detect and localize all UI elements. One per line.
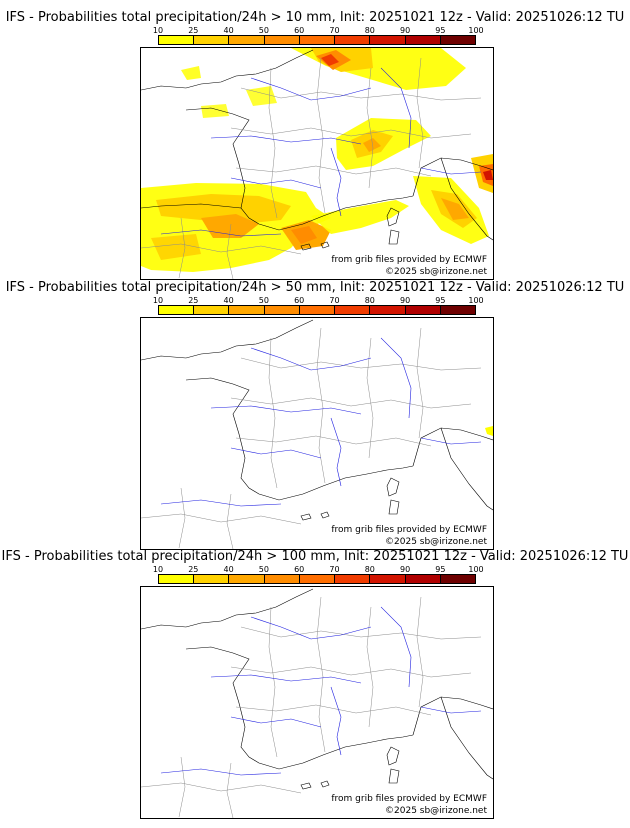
colorbar-tick: 80 xyxy=(364,565,375,574)
source-credit: from grib files provided by ECMWF xyxy=(329,525,489,535)
copyright-credit: ©2025 sb@irizone.net xyxy=(383,537,489,547)
colorbar-tick: 60 xyxy=(294,565,305,574)
panel-title: IFS - Probabilities total precipitation/… xyxy=(5,280,625,295)
probability-map: from grib files provided by ECMWF ©2025 … xyxy=(140,317,494,550)
colorbar-segment xyxy=(405,36,441,44)
colorbar-scale: 10 25 40 50 60 70 80 90 95 100 xyxy=(153,26,484,35)
colorbar-segment xyxy=(159,575,195,583)
colorbar-tick: 70 xyxy=(329,565,340,574)
colorbar-tick: 10 xyxy=(152,26,164,35)
colorbar xyxy=(158,35,476,45)
colorbar-segment xyxy=(370,575,406,583)
colorbar-tick: 70 xyxy=(329,26,340,35)
colorbar-tick: 100 xyxy=(468,565,484,574)
colorbar-segment xyxy=(264,306,300,314)
map-graphic xyxy=(141,48,493,279)
colorbar-segment xyxy=(229,306,265,314)
colorbar-segment xyxy=(370,36,406,44)
colorbar-tick: 40 xyxy=(223,26,234,35)
colorbar-segment xyxy=(159,36,195,44)
colorbar-tick: 70 xyxy=(329,296,340,305)
colorbar-tick: 100 xyxy=(468,26,484,35)
precip-probability-shading xyxy=(485,426,493,436)
map-coastlines xyxy=(141,49,493,251)
colorbar-segment xyxy=(264,575,300,583)
colorbar-segment xyxy=(299,36,336,44)
colorbar-tick: 25 xyxy=(188,565,199,574)
colorbar-tick: 50 xyxy=(258,565,269,574)
colorbar-tick: 40 xyxy=(223,565,234,574)
colorbar-tick: 25 xyxy=(188,296,199,305)
colorbar-segment xyxy=(440,306,475,314)
colorbar-tick: 90 xyxy=(399,296,411,305)
colorbar-tick: 50 xyxy=(258,296,269,305)
map-borders xyxy=(141,327,482,549)
colorbar-tick: 95 xyxy=(435,565,446,574)
colorbar-segment xyxy=(299,575,336,583)
colorbar-tick: 60 xyxy=(294,26,305,35)
precip-probability-shading xyxy=(141,48,493,272)
colorbar-segment xyxy=(335,36,371,44)
colorbar-segment xyxy=(440,575,475,583)
panel-50mm: IFS - Probabilities total precipitation/… xyxy=(0,280,630,550)
panel-title: IFS - Probabilities total precipitation/… xyxy=(5,10,625,25)
panel-title: IFS - Probabilities total precipitation/… xyxy=(1,549,629,564)
colorbar-segment xyxy=(440,36,475,44)
colorbar-segment xyxy=(194,306,230,314)
colorbar-segment xyxy=(229,575,265,583)
colorbar-segment xyxy=(264,36,300,44)
map-rivers xyxy=(160,606,482,776)
colorbar-segment xyxy=(405,306,441,314)
colorbar xyxy=(158,305,476,315)
colorbar-tick: 95 xyxy=(435,26,446,35)
source-credit: from grib files provided by ECMWF xyxy=(329,794,489,804)
colorbar-segment xyxy=(194,36,230,44)
map-borders xyxy=(141,596,482,818)
colorbar-segment xyxy=(229,36,265,44)
source-credit: from grib files provided by ECMWF xyxy=(329,255,489,265)
colorbar-segment xyxy=(370,306,406,314)
colorbar-tick: 90 xyxy=(399,565,411,574)
colorbar-tick: 95 xyxy=(435,296,446,305)
colorbar-tick: 10 xyxy=(152,296,164,305)
colorbar-segment xyxy=(299,306,336,314)
colorbar-scale: 10 25 40 50 60 70 80 90 95 100 xyxy=(153,565,484,574)
colorbar-tick: 100 xyxy=(468,296,484,305)
colorbar-segment xyxy=(194,575,230,583)
copyright-credit: ©2025 sb@irizone.net xyxy=(383,806,489,816)
colorbar-tick: 50 xyxy=(258,26,269,35)
copyright-credit: ©2025 sb@irizone.net xyxy=(383,267,489,277)
colorbar-tick: 25 xyxy=(188,26,199,35)
probability-map: from grib files provided by ECMWF ©2025 … xyxy=(140,47,494,280)
probability-map: from grib files provided by ECMWF ©2025 … xyxy=(140,586,494,819)
colorbar-tick: 80 xyxy=(364,296,375,305)
colorbar-tick: 60 xyxy=(294,296,305,305)
map-borders xyxy=(141,57,482,279)
colorbar-tick: 90 xyxy=(399,26,411,35)
colorbar-segment xyxy=(159,306,195,314)
colorbar-segment xyxy=(405,575,441,583)
colorbar-segment xyxy=(335,575,371,583)
map-rivers xyxy=(160,337,482,507)
colorbar-tick: 40 xyxy=(223,296,234,305)
map-rivers xyxy=(160,67,482,237)
panel-100mm: IFS - Probabilities total precipitation/… xyxy=(0,549,630,819)
map-graphic xyxy=(141,588,493,818)
colorbar-scale: 10 25 40 50 60 70 80 90 95 100 xyxy=(153,296,484,305)
colorbar-tick: 80 xyxy=(364,26,375,35)
map-graphic xyxy=(141,319,493,549)
colorbar xyxy=(158,574,476,584)
panel-10mm: IFS - Probabilities total precipitation/… xyxy=(0,10,630,280)
colorbar-tick: 10 xyxy=(152,565,164,574)
map-coastlines xyxy=(141,319,493,521)
colorbar-segment xyxy=(335,306,371,314)
map-coastlines xyxy=(141,588,493,790)
